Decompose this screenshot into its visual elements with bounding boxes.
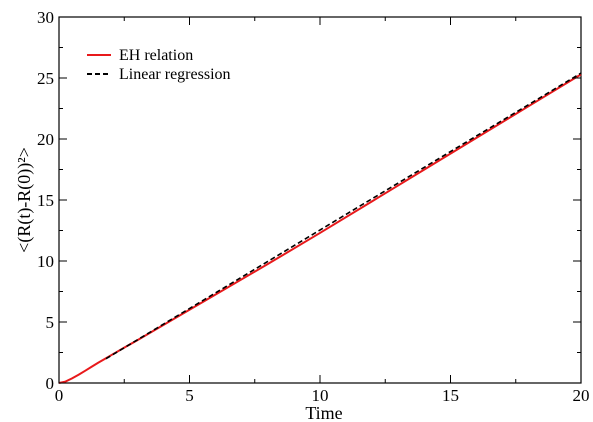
y-tick-label: 5 [46, 313, 55, 332]
series-line-eh-relation [58, 73, 582, 384]
x-tick-label: 15 [442, 386, 459, 405]
y-tick-label: 30 [37, 8, 54, 27]
x-tick-label: 10 [312, 386, 329, 405]
x-tick-label: 5 [185, 386, 194, 405]
legend-label: Linear regression [119, 66, 231, 83]
y-tick-label: 0 [46, 374, 55, 393]
y-tick-label: 20 [37, 130, 54, 149]
y-tick-label: 25 [37, 69, 54, 88]
x-axis-label: Time [305, 403, 342, 422]
legend-label: EH relation [119, 47, 193, 64]
x-tick-label: 20 [573, 386, 590, 405]
series-line-linear-regression [105, 72, 582, 360]
legend: EH relation Linear regression [87, 47, 231, 83]
y-tick-label: 10 [37, 252, 54, 271]
y-axis-label: <(R(t)-R(0))²> [14, 147, 35, 253]
y-tick-label: 15 [37, 191, 54, 210]
x-tick-label: 0 [55, 386, 64, 405]
